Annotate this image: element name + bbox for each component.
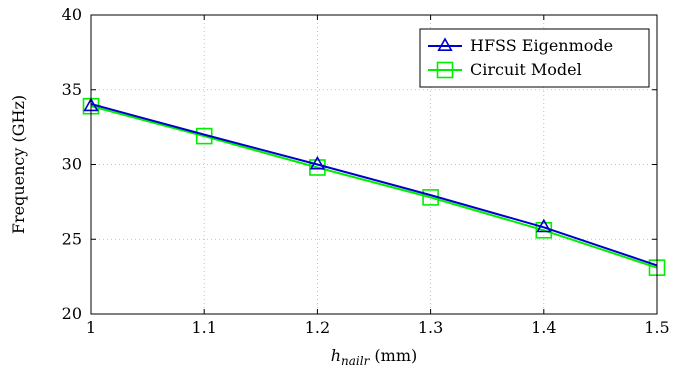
legend-label: Circuit Model: [470, 60, 582, 79]
legend-box: [419, 28, 650, 88]
x-axis-unit: (mm): [369, 346, 417, 365]
legend-marker: [437, 37, 453, 52]
x-axis-title: hnailr (mm): [331, 346, 418, 368]
x-tick-label: 1.2: [305, 318, 330, 337]
y-tick-label: 25: [62, 229, 82, 248]
series-triangle: [83, 97, 658, 267]
x-tick-label: 1.1: [191, 318, 216, 337]
x-tick-label: 1.5: [644, 318, 669, 337]
legend-items: HFSS Eigenmode Circuit Model: [428, 36, 613, 79]
series-layer: [82, 97, 666, 276]
x-tick-label: 1.4: [531, 318, 556, 337]
legend-item: HFSS Eigenmode: [428, 36, 613, 55]
legend: HFSS Eigenmode Circuit Model: [419, 28, 650, 88]
legend-item: Circuit Model: [428, 60, 582, 79]
y-axis-title: Frequency (GHz): [9, 95, 28, 234]
series-line: [90, 103, 658, 267]
y-tick-label: 20: [62, 304, 82, 323]
legend-marker: [436, 61, 454, 79]
x-tick-label: 1: [86, 318, 96, 337]
tick-labels: 1 1.1 1.2 1.3 1.4 1.5 20 25 30 35 40: [62, 5, 670, 337]
data-point-marker: [536, 218, 552, 233]
x-axis-symbol: h: [331, 346, 341, 365]
data-point-marker: [309, 155, 326, 170]
x-axis-subscript: nailr: [341, 354, 371, 368]
ticks: [90, 14, 658, 315]
x-tick-label: 1.3: [418, 318, 443, 337]
series-line: [90, 105, 658, 269]
legend-label: HFSS Eigenmode: [470, 36, 613, 55]
y-tick-label: 35: [62, 80, 82, 99]
y-tick-label: 40: [62, 5, 82, 24]
y-tick-label: 30: [62, 155, 82, 174]
